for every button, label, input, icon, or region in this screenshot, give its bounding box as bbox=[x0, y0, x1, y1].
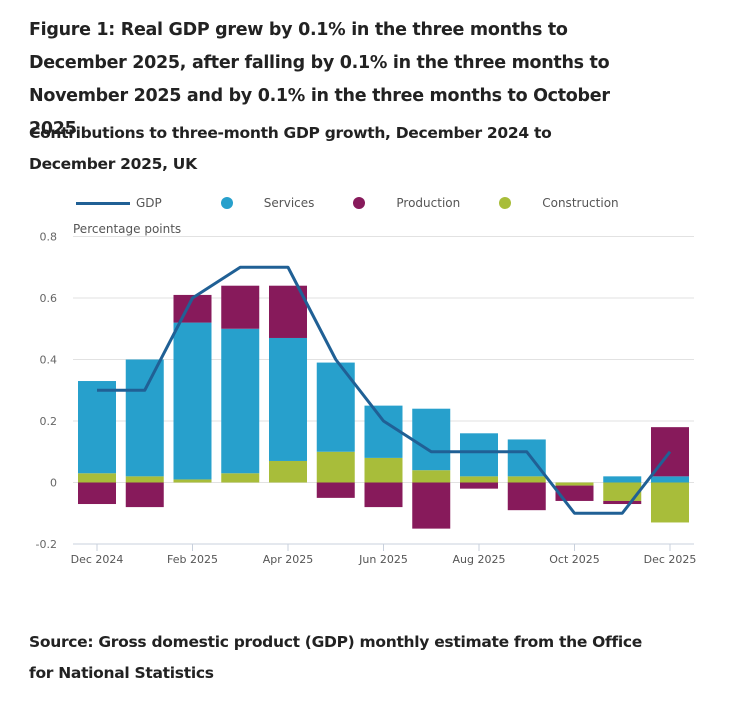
x-axis: Dec 2024 Feb 2025 Apr 2025 Jun 2025 Aug 2025… bbox=[71, 543, 697, 566]
legend-item-services[interactable]: Services bbox=[201, 196, 315, 210]
y-tick-label: 0 bbox=[50, 477, 57, 490]
gdp-line-group bbox=[97, 265, 672, 515]
y-axis-label: Percentage points bbox=[73, 222, 181, 236]
y-tick-label: 0.2 bbox=[40, 415, 58, 428]
y-tick-label: 0.6 bbox=[40, 292, 58, 305]
y-tick-label: 0.4 bbox=[40, 354, 58, 367]
bar-construction bbox=[125, 476, 164, 483]
bar-construction bbox=[603, 482, 642, 501]
bar-services bbox=[173, 322, 212, 480]
bar-construction bbox=[173, 479, 212, 483]
x-tick-label: Jun 2025 bbox=[358, 553, 408, 566]
bar-production bbox=[412, 482, 451, 529]
gdp-line bbox=[97, 265, 672, 515]
bar-services bbox=[364, 405, 403, 458]
bar-services bbox=[603, 476, 642, 483]
legend-item-gdp[interactable]: GDP bbox=[76, 196, 162, 210]
bar-construction bbox=[460, 476, 498, 483]
bar-production bbox=[603, 500, 642, 505]
bar-production bbox=[364, 482, 403, 508]
bar-services bbox=[78, 381, 116, 474]
bar-production bbox=[460, 482, 498, 489]
production-dot-icon bbox=[353, 197, 366, 209]
legend-label-construction: Construction bbox=[542, 196, 619, 210]
legend-label-gdp: GDP bbox=[136, 196, 162, 210]
bar-production bbox=[125, 482, 164, 508]
bar-construction bbox=[364, 457, 403, 483]
bar-services bbox=[412, 408, 451, 471]
bar-services bbox=[221, 328, 260, 474]
gdp-line-swatch-icon bbox=[76, 201, 130, 205]
bar-production bbox=[555, 485, 594, 501]
x-tick-label: Dec 2025 bbox=[644, 553, 697, 566]
bar-construction bbox=[221, 473, 260, 483]
source-note: Source: Gross domestic product (GDP) mon… bbox=[29, 633, 643, 682]
legend-item-production[interactable]: Production bbox=[353, 196, 460, 210]
bar-construction bbox=[316, 451, 355, 483]
bar-services bbox=[269, 337, 307, 461]
x-tick-label: Aug 2025 bbox=[453, 553, 506, 566]
y-tick-label: 0.8 bbox=[40, 231, 58, 244]
bar-services bbox=[125, 359, 164, 477]
y-axis-ticks: -0.2 0 0.2 0.4 0.6 0.8 bbox=[36, 231, 57, 552]
bar-production bbox=[221, 285, 260, 329]
legend-label-services: Services bbox=[263, 196, 315, 210]
bar-production bbox=[507, 482, 546, 511]
bar-construction bbox=[651, 482, 689, 523]
x-tick-label: Oct 2025 bbox=[549, 553, 600, 566]
bar-construction bbox=[78, 473, 116, 483]
figure-title: Figure 1: Real GDP grew by 0.1% in the t… bbox=[29, 20, 610, 139]
construction-dot-icon bbox=[499, 197, 512, 209]
bar-construction bbox=[507, 476, 546, 483]
bar-services bbox=[460, 433, 498, 477]
legend-label-production: Production bbox=[396, 196, 461, 210]
bars bbox=[78, 285, 689, 529]
x-tick-label: Feb 2025 bbox=[167, 553, 218, 566]
x-tick-label: Dec 2024 bbox=[71, 553, 124, 566]
bar-construction bbox=[269, 460, 307, 483]
bar-construction bbox=[412, 470, 451, 483]
bar-services bbox=[651, 476, 689, 483]
chart-subtitle: Contributions to three-month GDP growth,… bbox=[29, 124, 552, 173]
chart-legend: GDP Services Production Construction bbox=[76, 194, 658, 212]
bar-production bbox=[316, 482, 355, 498]
services-dot-icon bbox=[220, 197, 233, 209]
x-tick-label: Apr 2025 bbox=[263, 553, 314, 566]
legend-item-construction[interactable]: Construction bbox=[499, 196, 619, 210]
chart-plot: Percentage points -0.2 0 0.2 0.4 0.6 0.8 Dec … bbox=[36, 222, 697, 566]
bar-production bbox=[78, 482, 116, 505]
y-tick-label: -0.2 bbox=[36, 538, 57, 551]
bar-construction bbox=[555, 482, 594, 486]
